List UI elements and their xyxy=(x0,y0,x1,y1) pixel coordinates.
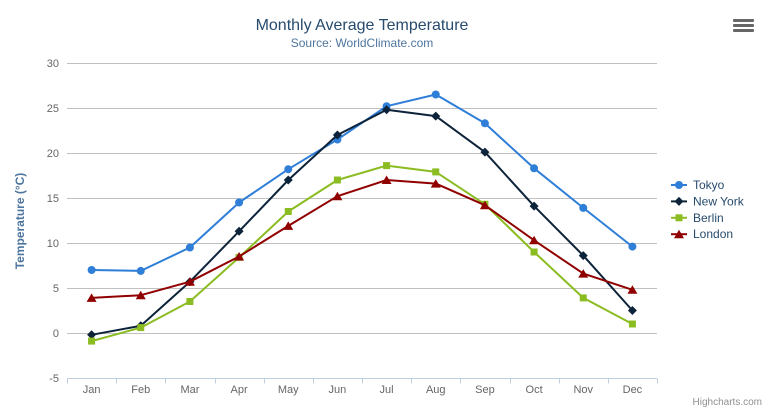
data-point-marker[interactable] xyxy=(530,164,539,173)
data-point-marker[interactable] xyxy=(627,285,638,294)
legend-marker-symbol[interactable] xyxy=(674,196,684,206)
data-point-marker[interactable] xyxy=(529,201,539,211)
legend-item-berlin[interactable]: Berlin xyxy=(671,211,724,225)
x-axis-group: Jan Feb Mar Apr May Jun Jul Aug Sep Oct Nov Dec xyxy=(67,378,658,396)
legend-item-new-york[interactable]: New York xyxy=(671,194,745,208)
data-point-marker[interactable] xyxy=(333,176,341,184)
y-axis-tick-label: 10 xyxy=(47,238,59,250)
chart-subtitle: Source: WorldClimate.com xyxy=(291,36,434,50)
data-point-marker[interactable] xyxy=(430,179,441,188)
highcharts-credit-link[interactable]: Highcharts.com xyxy=(693,397,762,408)
data-point-marker[interactable] xyxy=(88,337,96,345)
legend-marker-symbol[interactable] xyxy=(674,229,684,239)
y-axis-tick-label: 0 xyxy=(53,328,59,340)
x-axis-tick-label: Feb xyxy=(131,384,150,396)
data-point-marker[interactable] xyxy=(135,290,146,300)
legend-item-tokyo[interactable]: Tokyo xyxy=(671,178,725,192)
legend-marker-symbol[interactable] xyxy=(675,214,683,222)
series-line[interactable] xyxy=(90,164,634,343)
legend-item-london[interactable]: London xyxy=(671,227,733,241)
y-axis-tick-label: 25 xyxy=(47,103,59,115)
x-axis-tick-label: Jun xyxy=(329,384,347,396)
data-point-marker[interactable] xyxy=(381,175,392,185)
data-point-marker[interactable] xyxy=(283,175,293,185)
y-axis-tick-label: 30 xyxy=(47,58,59,70)
export-menu-button[interactable] xyxy=(733,19,754,33)
data-point-marker[interactable] xyxy=(480,119,489,128)
x-axis-tick-label: Jan xyxy=(83,384,101,396)
y-axis-tick-label: -5 xyxy=(49,373,59,385)
chart-title: Monthly Average Temperature xyxy=(256,17,469,34)
data-point-marker[interactable] xyxy=(234,252,245,261)
data-point-marker[interactable] xyxy=(431,111,441,121)
data-point-marker[interactable] xyxy=(383,162,391,170)
hamburger-menu-icon xyxy=(733,24,754,27)
data-point-marker[interactable] xyxy=(137,324,145,332)
data-point-marker[interactable] xyxy=(284,165,293,174)
gridlines-group xyxy=(67,63,657,379)
data-point-marker[interactable] xyxy=(185,243,194,252)
series-tokyo xyxy=(87,90,637,275)
legend: Tokyo New York Berlin London xyxy=(671,178,745,241)
data-point-marker[interactable] xyxy=(627,306,637,315)
data-point-marker[interactable] xyxy=(530,248,538,256)
data-point-marker[interactable] xyxy=(382,105,392,115)
x-axis-tick-label: Mar xyxy=(180,384,199,396)
x-axis-tick-label: Nov xyxy=(573,384,593,396)
legend-item-label: Tokyo xyxy=(693,178,725,192)
data-point-marker[interactable] xyxy=(628,242,637,251)
data-point-marker[interactable] xyxy=(578,269,589,278)
x-axis-tick-label: Apr xyxy=(231,384,248,396)
x-axis-tick-label: May xyxy=(278,384,299,396)
x-axis-tick-label: Jul xyxy=(380,384,394,396)
series-line[interactable] xyxy=(90,93,634,272)
data-point-marker[interactable] xyxy=(283,221,294,230)
series-london xyxy=(86,175,638,302)
data-point-marker[interactable] xyxy=(87,330,97,340)
x-axis-tick-label: Aug xyxy=(426,384,446,396)
y-axis-title: Temperature (°C) xyxy=(13,173,27,270)
data-point-marker[interactable] xyxy=(234,226,244,236)
data-point-marker[interactable] xyxy=(184,277,195,286)
series-line[interactable] xyxy=(90,108,634,336)
x-axis-tick-label: Sep xyxy=(475,384,495,396)
data-point-marker[interactable] xyxy=(332,130,342,140)
data-point-marker[interactable] xyxy=(578,251,588,261)
data-point-marker[interactable] xyxy=(87,266,96,274)
data-point-marker[interactable] xyxy=(479,200,490,210)
data-point-marker[interactable] xyxy=(235,198,244,207)
x-axis-tick-label: Dec xyxy=(623,384,643,396)
legend-marker-symbol[interactable] xyxy=(675,181,683,189)
data-point-marker[interactable] xyxy=(480,147,490,157)
y-axis-labels-group: -5 0 5 10 15 20 25 30 xyxy=(47,58,59,385)
data-point-marker[interactable] xyxy=(332,191,343,201)
legend-item-label: Berlin xyxy=(693,211,724,225)
data-point-marker[interactable] xyxy=(284,208,292,215)
legend-item-label: New York xyxy=(693,194,745,208)
data-point-marker[interactable] xyxy=(628,320,636,328)
series-line[interactable] xyxy=(90,179,634,299)
data-point-marker[interactable] xyxy=(431,90,440,99)
data-point-marker[interactable] xyxy=(579,203,588,212)
y-axis-tick-label: 5 xyxy=(53,283,59,295)
data-point-marker[interactable] xyxy=(186,298,194,305)
data-point-marker[interactable] xyxy=(529,235,540,245)
data-point-marker[interactable] xyxy=(136,266,145,275)
legend-item-label: London xyxy=(693,227,733,241)
data-point-marker[interactable] xyxy=(86,293,97,302)
series-new-york xyxy=(87,105,637,340)
data-point-marker[interactable] xyxy=(579,294,587,302)
hamburger-menu-icon xyxy=(733,19,754,22)
hamburger-menu-icon xyxy=(733,29,754,32)
series-group xyxy=(86,90,638,345)
x-axis-tick-label: Oct xyxy=(526,384,543,396)
data-point-marker[interactable] xyxy=(432,168,440,176)
y-axis-tick-label: 15 xyxy=(47,193,59,205)
y-axis-tick-label: 20 xyxy=(47,148,59,160)
